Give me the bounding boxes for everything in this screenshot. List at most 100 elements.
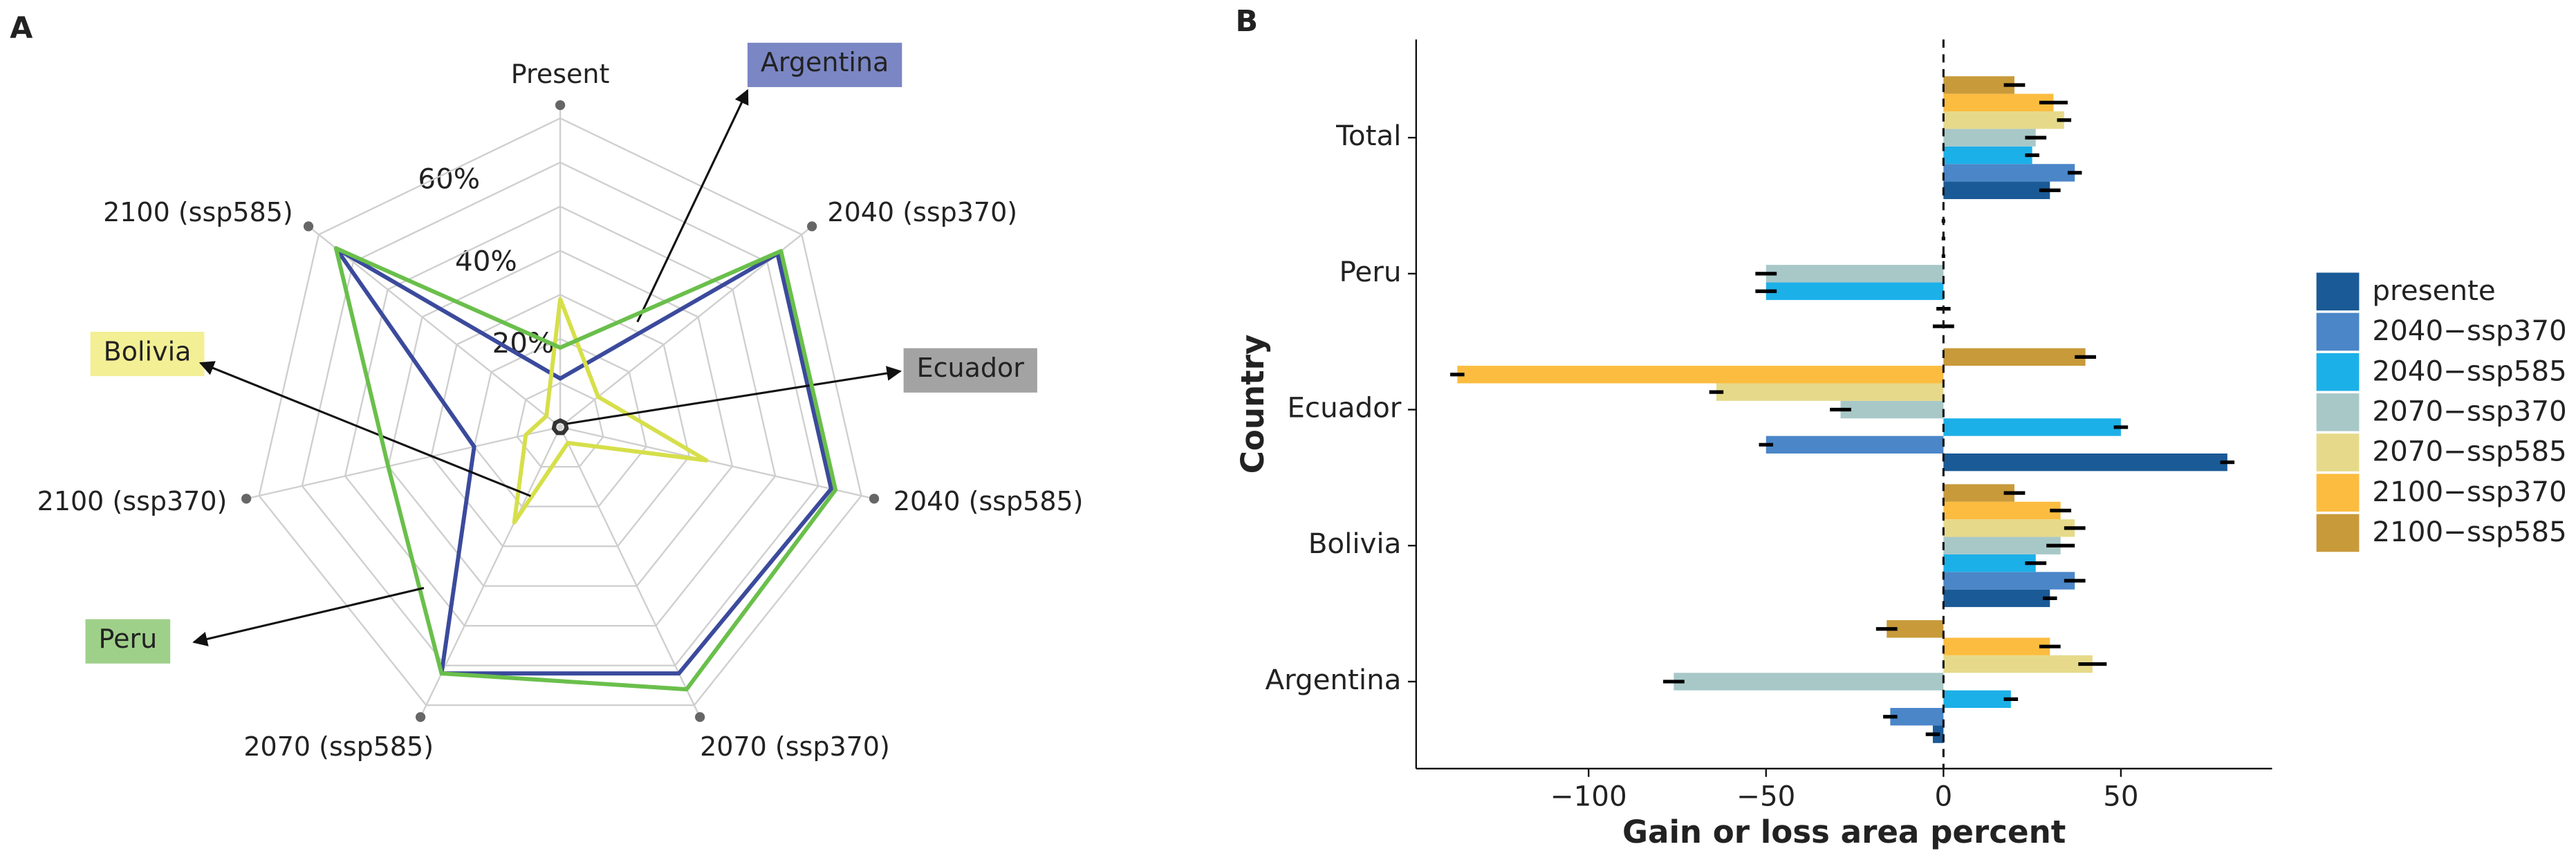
- grid-ring: [430, 293, 690, 548]
- ring-label: 40%: [455, 245, 517, 277]
- axis-dot: [869, 494, 880, 504]
- x-tick-label: 50: [2103, 780, 2138, 813]
- y-tick-label: Argentina: [1265, 664, 1401, 696]
- panel-label: A: [10, 10, 33, 45]
- spoke: [559, 427, 701, 718]
- legend-swatch: [2316, 514, 2360, 552]
- x-axis-title: Gain or loss area percent: [1622, 814, 2066, 850]
- legend-label: presente: [2372, 274, 2495, 307]
- y-tick-label: Total: [1335, 120, 1401, 152]
- axis-dot: [415, 712, 426, 722]
- axis-dot: [241, 494, 252, 504]
- bar: [1457, 366, 1944, 384]
- y-axis-title: Country: [1234, 335, 1271, 474]
- bar: [1943, 554, 2036, 572]
- bar: [1943, 536, 2061, 554]
- bar: [1943, 655, 2093, 673]
- legend-swatch: [2316, 393, 2360, 431]
- grid-ring: [473, 337, 647, 507]
- legend-box: [90, 331, 205, 377]
- x-tick-label: −100: [1550, 780, 1627, 813]
- axis-dot: [694, 712, 705, 722]
- callout-arrow: [636, 88, 749, 323]
- panel-label: B: [1235, 4, 1258, 39]
- legend-label: Ecuador: [917, 353, 1025, 383]
- y-tick-label: Ecuador: [1287, 392, 1401, 424]
- legend-label: Peru: [99, 624, 158, 654]
- bar: [1943, 348, 2086, 366]
- legend-box: [85, 619, 171, 664]
- legend-label: 2100−ssp585: [2372, 516, 2566, 548]
- axis-label: 2070 (ssp370): [700, 731, 890, 762]
- legend-label: Argentina: [761, 47, 889, 77]
- grid-ring: [258, 117, 862, 707]
- callout-arrow: [198, 361, 531, 497]
- bar: [1943, 164, 2075, 182]
- axis-dot: [555, 100, 566, 111]
- legend-swatch: [2316, 433, 2360, 471]
- bar: [1716, 383, 1944, 401]
- grid-ring: [344, 205, 777, 627]
- legend-swatch: [2316, 353, 2360, 391]
- radar-line: [551, 418, 569, 436]
- bar: [1943, 129, 2036, 147]
- legend-box: [747, 42, 902, 87]
- axis-label: 2100 (ssp585): [103, 197, 293, 227]
- legend-label: 2040−ssp585: [2372, 355, 2566, 387]
- bar: [1943, 589, 2050, 608]
- grid-ring: [516, 382, 604, 468]
- bar: [1943, 418, 2121, 436]
- radar-line: [333, 246, 833, 676]
- bar: [1943, 690, 2011, 709]
- legend-label: 2070−ssp585: [2372, 436, 2566, 468]
- y-tick-label: Peru: [1339, 256, 1401, 288]
- bar: [1766, 436, 1944, 454]
- legend-box: [903, 348, 1037, 393]
- bar: [1943, 501, 2061, 520]
- axis-dot: [303, 221, 314, 232]
- legend-label: Bolivia: [104, 336, 192, 366]
- bar: [1943, 454, 2227, 471]
- axis-label: 2100 (ssp370): [37, 486, 228, 516]
- legend-swatch: [2316, 272, 2360, 311]
- bar: [1943, 146, 2032, 165]
- x-tick-label: −50: [1736, 780, 1795, 813]
- legend-label: 2070−ssp370: [2372, 395, 2566, 428]
- y-tick-label: Bolivia: [1308, 527, 1402, 560]
- bar: [1943, 111, 2064, 129]
- bar: [1943, 76, 2014, 94]
- axis-label: 2040 (ssp370): [827, 197, 1017, 227]
- bar: [1674, 673, 1944, 691]
- bar: [1943, 572, 2075, 590]
- axis-label: 2040 (ssp585): [893, 486, 1084, 516]
- legend-label: 2040−ssp370: [2372, 315, 2566, 347]
- bar: [1943, 181, 2050, 199]
- axis-dot: [807, 221, 817, 232]
- x-tick-label: 0: [1934, 780, 1952, 813]
- bar: [1766, 282, 1944, 300]
- ring-label: 60%: [418, 163, 480, 196]
- radar-line: [333, 246, 838, 692]
- callout-arrow: [192, 587, 425, 646]
- legend-swatch: [2316, 474, 2360, 512]
- legend-label: 2100−ssp370: [2372, 476, 2566, 508]
- bar: [1840, 400, 1944, 419]
- callout-arrow: [566, 366, 902, 425]
- spoke: [308, 225, 561, 428]
- bar: [1943, 637, 2050, 655]
- bar: [1766, 265, 1944, 283]
- spoke: [559, 426, 875, 500]
- radar-line: [512, 297, 709, 525]
- bar: [1943, 93, 2054, 112]
- grid-ring: [387, 250, 734, 587]
- legend-swatch: [2316, 312, 2360, 351]
- bar: [1943, 519, 2075, 537]
- axis-label: Present: [511, 59, 610, 89]
- spoke: [245, 426, 561, 500]
- axis-label: 2070 (ssp585): [243, 731, 434, 762]
- grid-ring: [301, 161, 819, 666]
- bar: [1943, 484, 2014, 502]
- bar: [1890, 708, 1944, 726]
